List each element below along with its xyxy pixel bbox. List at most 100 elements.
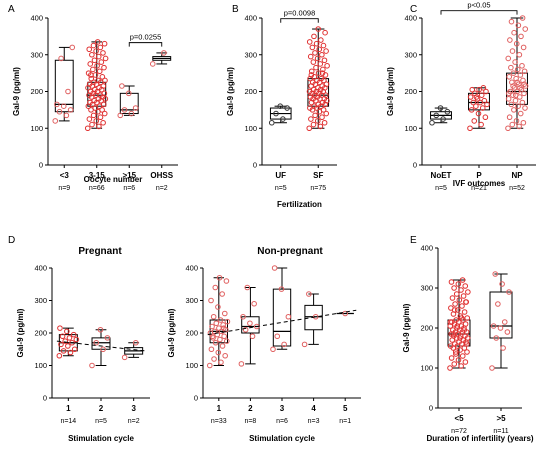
data-point: [447, 319, 454, 325]
y-tick-label: 0: [429, 404, 433, 413]
data-point: [306, 125, 313, 132]
data-point: [453, 351, 459, 357]
data-point: [224, 318, 231, 325]
panel-letter: A: [8, 4, 15, 15]
data-point: [473, 103, 479, 109]
x-tick-label: OHSS: [150, 171, 173, 180]
data-point: [519, 15, 526, 21]
data-point: [69, 44, 76, 51]
data-point: [223, 278, 230, 284]
data-point: [67, 349, 74, 356]
data-point: [273, 110, 279, 117]
data-point: [56, 352, 63, 359]
data-point: [461, 309, 468, 315]
data-point: [312, 313, 319, 320]
data-point: [220, 322, 226, 328]
data-point: [218, 359, 224, 366]
data-point: [211, 328, 218, 335]
data-point: [95, 77, 101, 84]
data-point: [452, 349, 459, 355]
sample-size-label: n=6: [276, 418, 288, 425]
data-point: [221, 333, 227, 340]
box-iqr: [241, 316, 260, 334]
data-point: [464, 341, 470, 347]
data-point: [307, 53, 314, 60]
data-point: [501, 319, 508, 325]
data-point: [86, 46, 93, 53]
data-point: [215, 349, 222, 356]
data-point: [462, 321, 469, 327]
sample-size-label: n=5: [435, 185, 447, 192]
data-point: [238, 361, 245, 367]
data-point: [308, 72, 315, 78]
x-tick-label: P: [476, 171, 482, 180]
data-point: [520, 77, 526, 84]
data-point: [58, 55, 64, 62]
data-point: [521, 81, 528, 87]
data-point: [208, 297, 214, 304]
data-point: [481, 97, 488, 104]
x-axis-label: Stimulation cycle: [249, 434, 315, 443]
data-point: [96, 123, 102, 130]
data-point: [86, 116, 93, 122]
data-point: [312, 50, 318, 56]
data-point: [520, 44, 527, 51]
y-tick-label: 200: [244, 87, 257, 96]
sample-size-label: n=11: [493, 428, 508, 435]
data-point: [213, 320, 220, 327]
data-point: [467, 94, 474, 100]
data-point: [313, 64, 319, 71]
data-point: [315, 70, 322, 76]
data-point: [509, 79, 515, 86]
panel-b: B 0 100 200 300 400 Gal-9 (pg/ml) UF n=5 SF n=75 p=…: [226, 4, 337, 209]
data-point: [309, 44, 316, 51]
data-point: [95, 53, 102, 60]
data-point: [117, 112, 124, 119]
panel-title: Pregnant: [78, 246, 122, 257]
data-point: [510, 83, 516, 89]
data-point: [453, 317, 459, 323]
data-point: [52, 118, 59, 124]
data-point: [308, 116, 314, 122]
y-tick-label: 300: [185, 296, 198, 305]
x-axis-label: Duration of infertility (years): [426, 434, 533, 443]
data-point: [240, 313, 246, 320]
data-point: [209, 333, 216, 340]
data-point: [222, 352, 228, 359]
data-point: [319, 114, 325, 121]
data-point: [59, 333, 66, 340]
data-point: [489, 365, 495, 371]
sample-size-label: n=8: [244, 418, 256, 425]
data-point: [493, 335, 500, 341]
x-axis-label: IVF outcomes: [453, 179, 506, 188]
y-axis-label: Gal-9 (pg/ml): [16, 308, 25, 357]
significance-bracket: [128, 42, 163, 47]
data-point: [66, 335, 73, 341]
data-point: [478, 121, 484, 128]
data-point: [97, 44, 104, 51]
panel-d1: D Pregnant 0 100 200 300 400 Gal-9 (pg/ml) 1 n=14…: [8, 235, 150, 443]
data-point: [471, 118, 478, 124]
data-point: [473, 94, 480, 100]
data-point: [467, 125, 473, 132]
y-tick-label: 200: [185, 329, 198, 338]
data-point: [321, 119, 328, 126]
x-tick-label: 2: [248, 404, 253, 413]
data-point: [454, 307, 461, 313]
data-point: [128, 110, 135, 117]
data-point: [500, 345, 506, 351]
y-tick-label: 400: [404, 14, 417, 23]
data-point: [514, 66, 521, 73]
data-point: [215, 304, 221, 310]
data-point: [212, 284, 219, 291]
data-point: [317, 61, 324, 67]
data-point: [242, 326, 249, 333]
data-point: [96, 68, 103, 75]
data-point: [505, 55, 512, 62]
x-tick-label: SF: [313, 171, 323, 180]
data-point: [444, 108, 451, 115]
data-point: [87, 61, 94, 67]
data-point: [504, 329, 511, 335]
y-tick-label: 400: [30, 14, 43, 23]
data-point: [320, 107, 327, 113]
